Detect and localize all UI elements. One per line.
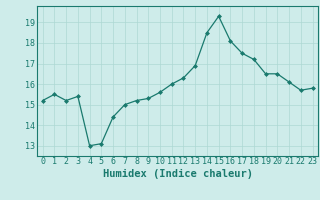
X-axis label: Humidex (Indice chaleur): Humidex (Indice chaleur): [103, 169, 252, 179]
